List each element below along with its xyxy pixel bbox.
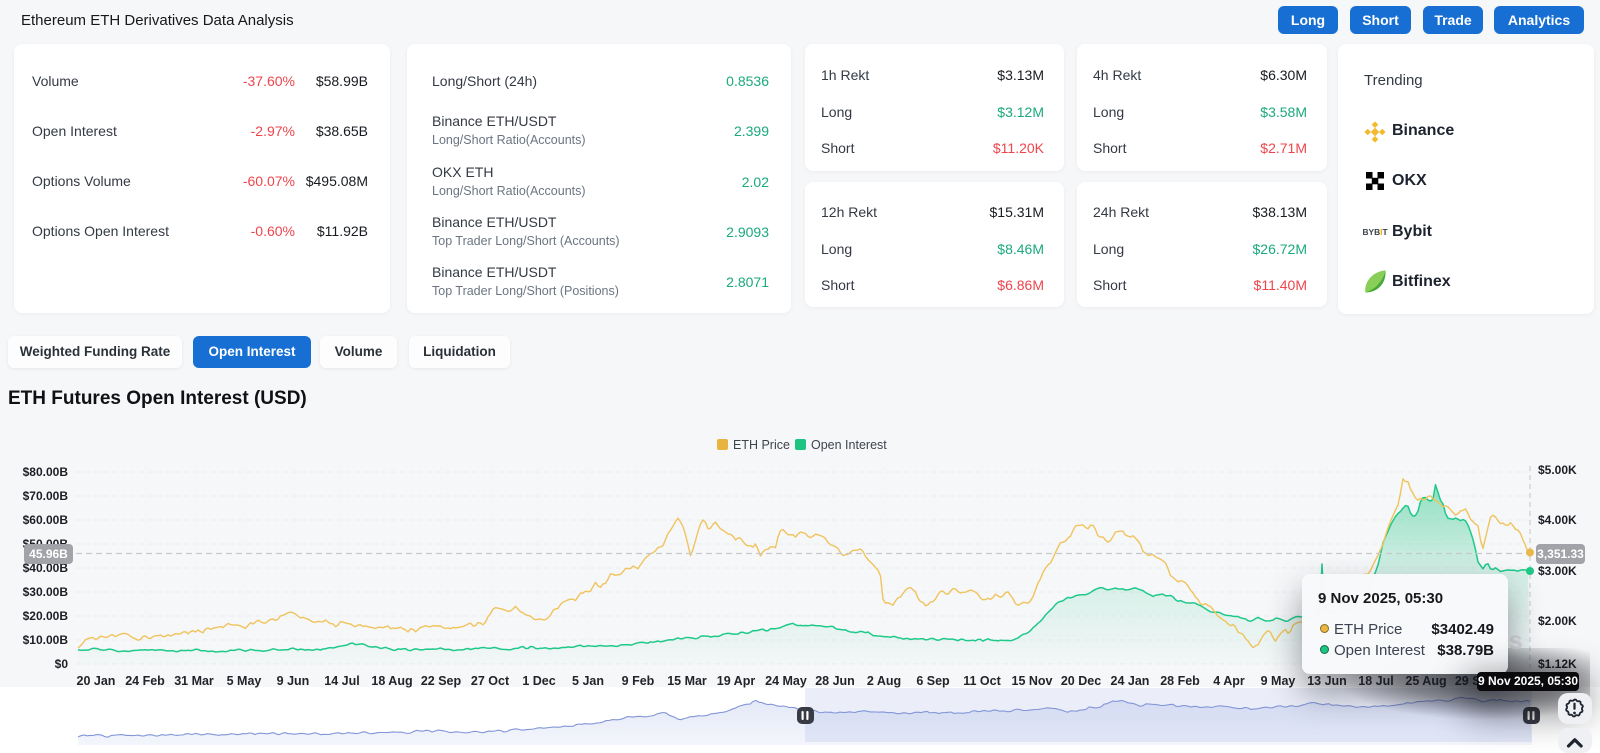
svg-text:BYBIT: BYBIT <box>1362 227 1388 237</box>
